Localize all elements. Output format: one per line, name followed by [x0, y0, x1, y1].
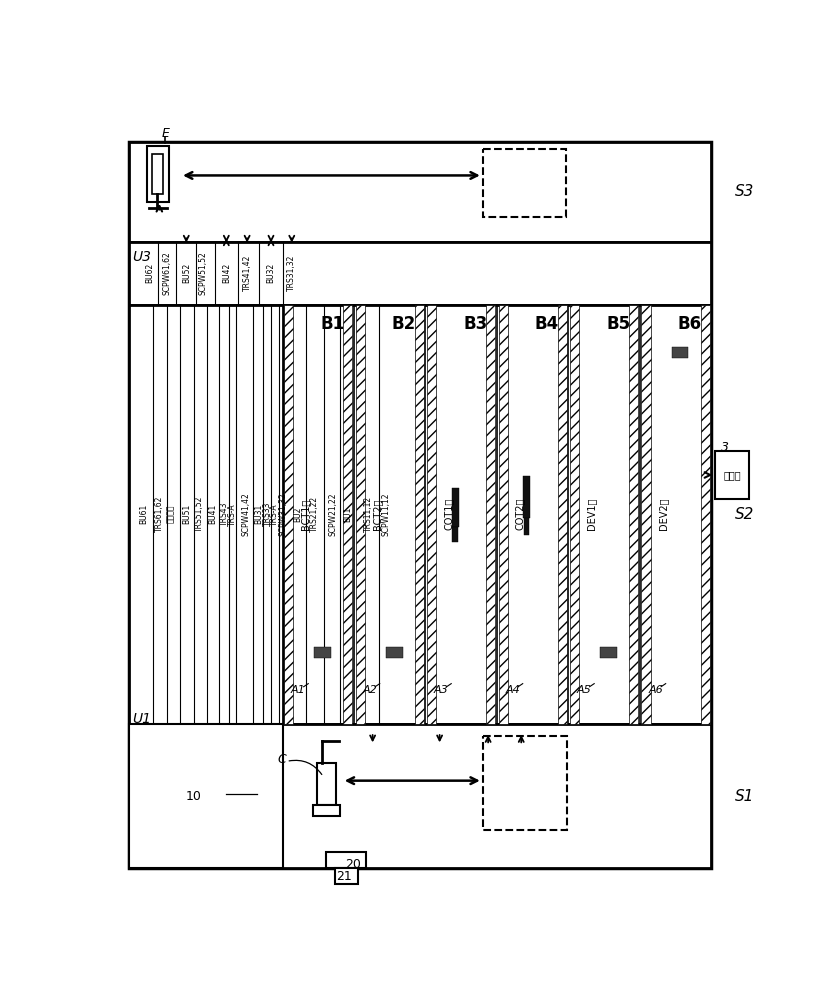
Text: 3: 3 — [722, 441, 729, 454]
Bar — [482, 736, 567, 830]
Bar — [317, 763, 336, 805]
Text: SCPW31,32: SCPW31,32 — [278, 492, 287, 536]
Text: COT2层: COT2层 — [515, 498, 525, 530]
Bar — [386, 647, 403, 658]
Bar — [570, 305, 579, 724]
Text: BCT1层: BCT1层 — [300, 499, 310, 530]
Text: SCPW11,12: SCPW11,12 — [382, 492, 391, 536]
Text: BU31: BU31 — [254, 504, 263, 524]
Bar — [498, 305, 508, 724]
Text: BU61: BU61 — [139, 504, 149, 524]
Text: S3: S3 — [734, 184, 754, 199]
Bar — [671, 347, 689, 358]
Text: TRS43: TRS43 — [221, 502, 229, 526]
Bar — [701, 305, 710, 724]
Text: TRS33: TRS33 — [263, 502, 272, 526]
Text: TRS41,42: TRS41,42 — [242, 255, 252, 291]
Text: DEV2层: DEV2层 — [658, 498, 668, 530]
Text: E: E — [162, 127, 169, 140]
Text: A2: A2 — [362, 685, 377, 695]
Bar — [629, 305, 638, 724]
Text: BU32: BU32 — [267, 263, 275, 283]
Bar — [128, 724, 711, 868]
Text: BU41: BU41 — [209, 504, 218, 524]
Text: 20: 20 — [346, 858, 362, 871]
Bar — [558, 305, 567, 724]
Text: TRS31,32: TRS31,32 — [287, 255, 296, 291]
Text: B4: B4 — [535, 315, 559, 333]
Text: U3: U3 — [133, 250, 151, 264]
Text: TRS-A: TRS-A — [270, 503, 279, 526]
Bar — [524, 476, 530, 518]
Text: COT1层: COT1层 — [443, 498, 453, 530]
Bar — [486, 305, 496, 724]
Text: TRS61,62: TRS61,62 — [155, 496, 164, 532]
Text: TRS21,22: TRS21,22 — [310, 496, 320, 532]
Text: B6: B6 — [678, 315, 702, 333]
Bar — [153, 154, 163, 194]
Text: BCT2层: BCT2层 — [372, 499, 382, 530]
Bar — [642, 305, 651, 724]
Bar — [128, 305, 283, 724]
Text: A5: A5 — [576, 685, 591, 695]
Text: BU52: BU52 — [182, 263, 190, 283]
Bar — [414, 305, 424, 724]
Text: 检查组件: 检查组件 — [166, 505, 175, 523]
Text: B3: B3 — [463, 315, 487, 333]
Text: BU2: BU2 — [294, 507, 302, 522]
Text: BU42: BU42 — [221, 263, 231, 283]
Bar — [147, 146, 169, 202]
Bar — [314, 647, 331, 658]
Text: C: C — [278, 753, 286, 766]
Text: BU62: BU62 — [145, 263, 154, 283]
Bar — [284, 305, 294, 724]
Bar — [128, 724, 283, 868]
Bar — [128, 242, 711, 305]
Text: 10: 10 — [185, 790, 201, 803]
Bar — [524, 518, 529, 535]
Text: TRS11,12: TRS11,12 — [364, 496, 373, 532]
Text: 21: 21 — [336, 870, 352, 883]
Text: B5: B5 — [607, 315, 631, 333]
Bar — [356, 305, 365, 724]
Bar — [313, 805, 341, 816]
Text: U1: U1 — [133, 712, 151, 726]
Bar — [326, 852, 367, 868]
Text: S2: S2 — [734, 507, 754, 522]
Text: TRS-A: TRS-A — [228, 503, 237, 526]
Text: BU1: BU1 — [343, 507, 352, 522]
Text: SCPW21,22: SCPW21,22 — [328, 492, 337, 536]
Text: A4: A4 — [505, 685, 520, 695]
Bar — [600, 647, 617, 658]
Text: SCPW51,52: SCPW51,52 — [199, 251, 208, 295]
Text: SCPW61,62: SCPW61,62 — [163, 251, 171, 295]
Text: S1: S1 — [734, 789, 754, 804]
Bar — [427, 305, 436, 724]
Text: DEV1层: DEV1层 — [586, 498, 597, 530]
Text: TRS51,52: TRS51,52 — [195, 496, 204, 532]
Bar — [128, 142, 711, 242]
Text: A3: A3 — [434, 685, 449, 695]
Bar — [335, 868, 358, 884]
Text: B2: B2 — [392, 315, 416, 333]
Text: BU51: BU51 — [182, 504, 190, 524]
Bar — [283, 305, 711, 724]
Bar — [716, 451, 749, 499]
Bar — [451, 488, 459, 527]
Bar — [343, 305, 352, 724]
Text: 控制部: 控制部 — [723, 470, 741, 480]
Text: A1: A1 — [291, 685, 305, 695]
Text: B1: B1 — [320, 315, 345, 333]
Bar — [452, 527, 458, 542]
Text: SCPW41,42: SCPW41,42 — [241, 492, 250, 536]
Bar — [482, 149, 565, 217]
Text: A6: A6 — [649, 685, 663, 695]
